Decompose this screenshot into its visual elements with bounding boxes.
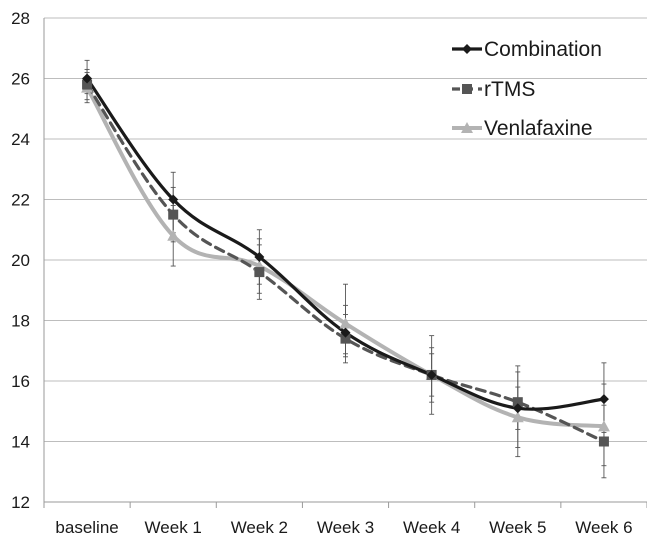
data-point-triangle	[167, 229, 180, 241]
y-tick-label: 26	[11, 70, 30, 89]
y-tick-label: 12	[11, 493, 30, 512]
data-point-diamond	[82, 73, 93, 84]
data-point-diamond	[512, 403, 523, 414]
x-tick-label: Week 6	[575, 518, 632, 537]
x-tick-label: Week 2	[231, 518, 288, 537]
legend: Combination rTMS Venlafaxine	[452, 38, 602, 140]
y-tick-label: 24	[11, 130, 30, 149]
y-axis: 12 14 16 18 20 22 24 26 28	[11, 9, 45, 512]
data-point-triangle	[461, 122, 473, 133]
data-point-diamond	[598, 394, 609, 405]
y-tick-label: 22	[11, 191, 30, 210]
data-point-square	[598, 436, 609, 447]
data-point-diamond	[426, 369, 437, 380]
data-point-diamond	[254, 251, 265, 262]
data-point-triangle	[339, 317, 352, 329]
legend-label-combination: Combination	[484, 38, 602, 61]
series-markers	[81, 73, 610, 447]
legend-label-rtms: rTMS	[484, 78, 535, 101]
gridlines	[44, 17, 647, 503]
data-point-square	[340, 333, 351, 344]
data-point-square	[512, 397, 523, 408]
data-point-triangle	[597, 420, 610, 432]
y-tick-label: 20	[11, 251, 30, 270]
data-point-triangle	[511, 411, 524, 423]
series-line-rtms	[85, 82, 606, 444]
x-tick-label: Week 5	[489, 518, 546, 537]
legend-label-venlafaxine: Venlafaxine	[484, 117, 593, 140]
data-point-diamond	[462, 44, 472, 54]
data-point-square	[82, 79, 93, 90]
y-tick-label: 18	[11, 312, 30, 331]
x-tick-label: baseline	[55, 518, 118, 537]
x-axis: baseline Week 1 Week 2 Week 3 Week 4 Week 5 We…	[43, 502, 647, 537]
data-point-square	[254, 267, 265, 278]
data-point-diamond	[340, 327, 351, 338]
y-tick-label: 14	[11, 433, 30, 452]
data-point-square	[168, 209, 179, 220]
y-tick-label: 28	[11, 9, 30, 28]
data-point-diamond	[168, 194, 179, 205]
y-tick-label: 16	[11, 372, 30, 391]
x-tick-label: Week 3	[317, 518, 374, 537]
data-point-square	[462, 84, 472, 94]
x-tick-label: Week 4	[403, 518, 460, 537]
x-tick-label: Week 1	[145, 518, 202, 537]
